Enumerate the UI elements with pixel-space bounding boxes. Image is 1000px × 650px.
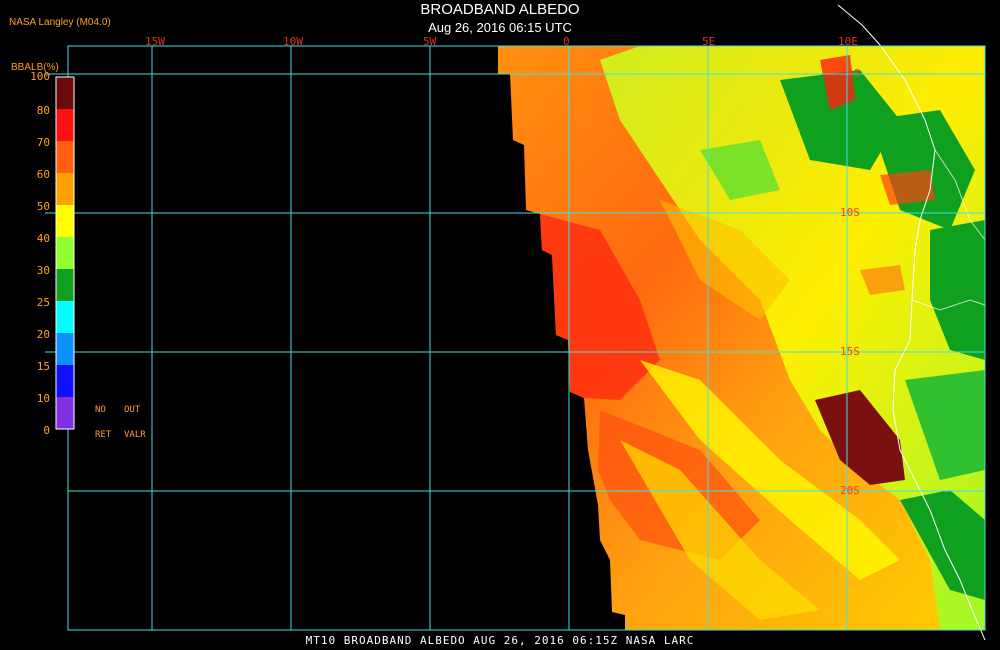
lon-label: 0 xyxy=(563,35,570,48)
legend-swatch xyxy=(56,173,74,205)
legend-no-ret-line1: NO xyxy=(95,405,106,415)
legend-swatch xyxy=(56,365,74,397)
coastline xyxy=(837,4,986,641)
legend-tick: 15 xyxy=(36,360,50,373)
legend-out-valr-line1: OUT xyxy=(124,405,141,415)
legend-tick: 40 xyxy=(36,232,50,245)
lat-label: 5S xyxy=(847,67,861,80)
legend-title: BBALB(%) xyxy=(11,62,59,73)
legend-tick: 50 xyxy=(36,200,50,213)
legend-no-ret-line2: RET xyxy=(95,430,112,440)
legend-tick: 10 xyxy=(36,392,50,405)
legend-swatch xyxy=(56,397,74,429)
legend-out-valr-line2: VALR xyxy=(124,430,146,440)
source-label: NASA Langley (M04.0) xyxy=(9,17,111,28)
lat-label: 20S xyxy=(840,484,860,497)
legend-swatch xyxy=(56,237,74,269)
lat-label: 10S xyxy=(840,206,860,219)
lon-label: 5E xyxy=(702,35,716,48)
legend-color-bar xyxy=(55,76,75,430)
lon-label: 10E xyxy=(838,35,858,48)
lon-label: 10W xyxy=(283,35,303,48)
legend-swatch xyxy=(56,141,74,173)
legend-tick: 100 xyxy=(30,70,50,83)
legend-tick: 70 xyxy=(36,136,50,149)
legend-swatch xyxy=(56,77,74,109)
legend-swatch xyxy=(56,333,74,365)
legend-swatch xyxy=(56,269,74,301)
lat-label: 15S xyxy=(840,345,860,358)
legend-tick: 60 xyxy=(36,168,50,181)
footer-caption: MT10 BROADBAND ALBEDO AUG 26, 2016 06:15… xyxy=(305,634,695,647)
legend-tick: 80 xyxy=(36,104,50,117)
legend-tick: 0 xyxy=(43,424,50,437)
albedo-field xyxy=(498,46,985,630)
legend-swatch xyxy=(56,205,74,237)
page-title: BROADBAND ALBEDO xyxy=(420,1,580,18)
legend-swatch xyxy=(56,301,74,333)
legend-tick: 20 xyxy=(36,328,50,341)
lon-label: 15W xyxy=(145,35,165,48)
legend-tick: 30 xyxy=(36,264,50,277)
legend-frame xyxy=(55,76,75,430)
legend-tick: 25 xyxy=(36,296,50,309)
timestamp: Aug 26, 2016 06:15 UTC xyxy=(428,20,572,35)
lon-label: 5W xyxy=(423,35,437,48)
legend-swatch xyxy=(56,109,74,141)
